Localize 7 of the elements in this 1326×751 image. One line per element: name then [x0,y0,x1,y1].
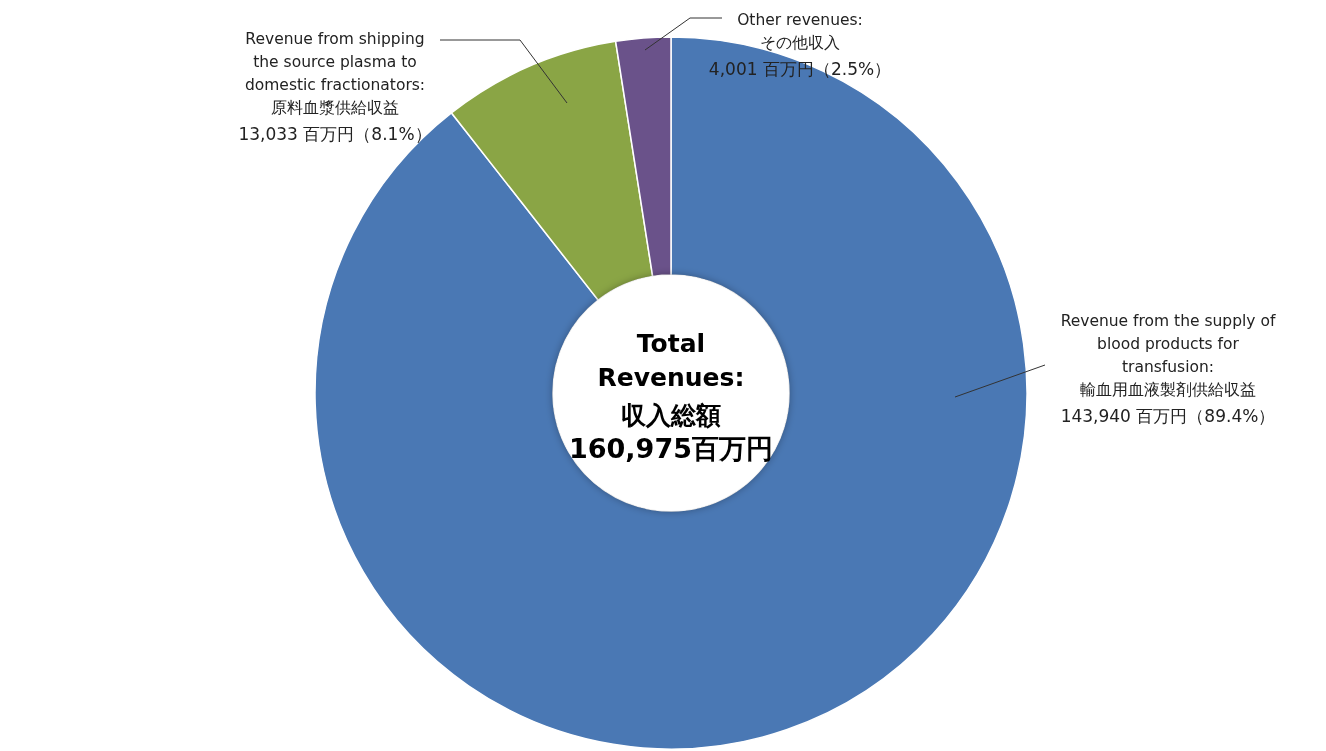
slice-label: Other revenues: その他収入 [737,11,863,52]
slice-label: Revenue from shipping the source plasma to domestic fractionators: 原料血漿供給収益 [244,30,426,117]
data-label: 143,940 百万円（89.4%） [1060,406,1276,426]
slice-label: Revenue from the supply of blood products for transfusion: 輸血用血液製剤供給収益 [1060,312,1276,399]
text: Total Revenues: 収入総額 160,975百万円 [569,329,773,464]
data-label: 4,001 百万円（2.5%） [708,59,892,79]
data-label: 13,033 百万円（8.1%） [238,124,432,144]
